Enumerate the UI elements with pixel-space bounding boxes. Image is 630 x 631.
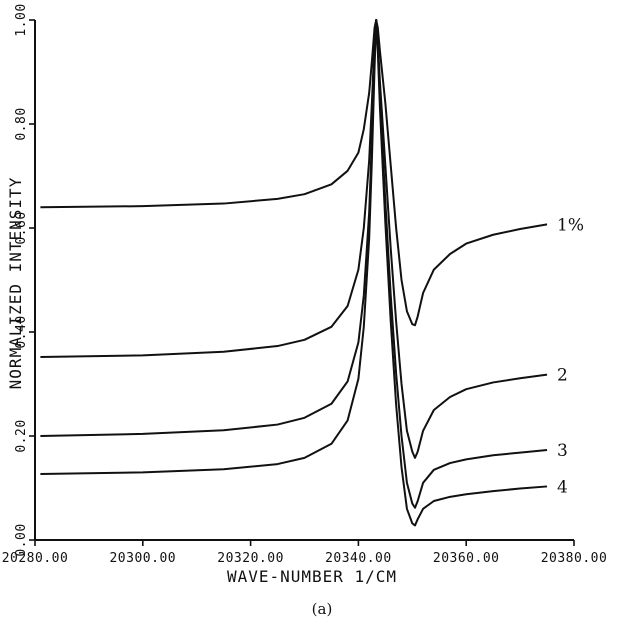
y-tick-label: 0.20	[14, 419, 29, 452]
series-line	[40, 19, 548, 509]
series-label: 2	[557, 366, 568, 386]
y-axis-title: NORMALIZED INTENSITY	[6, 177, 25, 390]
series-line	[40, 19, 548, 327]
y-tick-label: 0.60	[14, 211, 29, 244]
series-label: 1%	[557, 215, 584, 235]
series-labels: 1% 2 3 4	[557, 215, 584, 497]
series-label: 3	[557, 441, 568, 461]
y-ticks: 0.00 0.20 0.40 0.60 0.80 1.00	[14, 3, 35, 557]
series-label: 4	[557, 477, 568, 497]
x-tick-label: 20360.00	[433, 551, 500, 566]
y-tick-label: 0.40	[14, 315, 29, 348]
x-axis-title: WAVE-NUMBER 1/CM	[227, 567, 397, 586]
plot-frame	[34, 20, 574, 541]
y-tick-label: 1.00	[14, 3, 29, 36]
x-tick-label: 20380.00	[541, 551, 608, 566]
x-tick-label: 20300.00	[109, 551, 176, 566]
x-tick-label: 20280.00	[2, 551, 69, 566]
series-line	[40, 19, 548, 527]
y-tick-label: 0.80	[14, 107, 29, 140]
series-line	[40, 19, 548, 459]
y-tick-label: 0.00	[14, 523, 29, 556]
x-tick-label: 20340.00	[325, 551, 392, 566]
series-layer	[40, 19, 548, 527]
figure-caption: (a)	[312, 600, 333, 618]
x-ticks: 20280.00 20300.00 20320.00 20340.00 20360.00…	[2, 540, 608, 566]
x-tick-label: 20320.00	[217, 551, 284, 566]
